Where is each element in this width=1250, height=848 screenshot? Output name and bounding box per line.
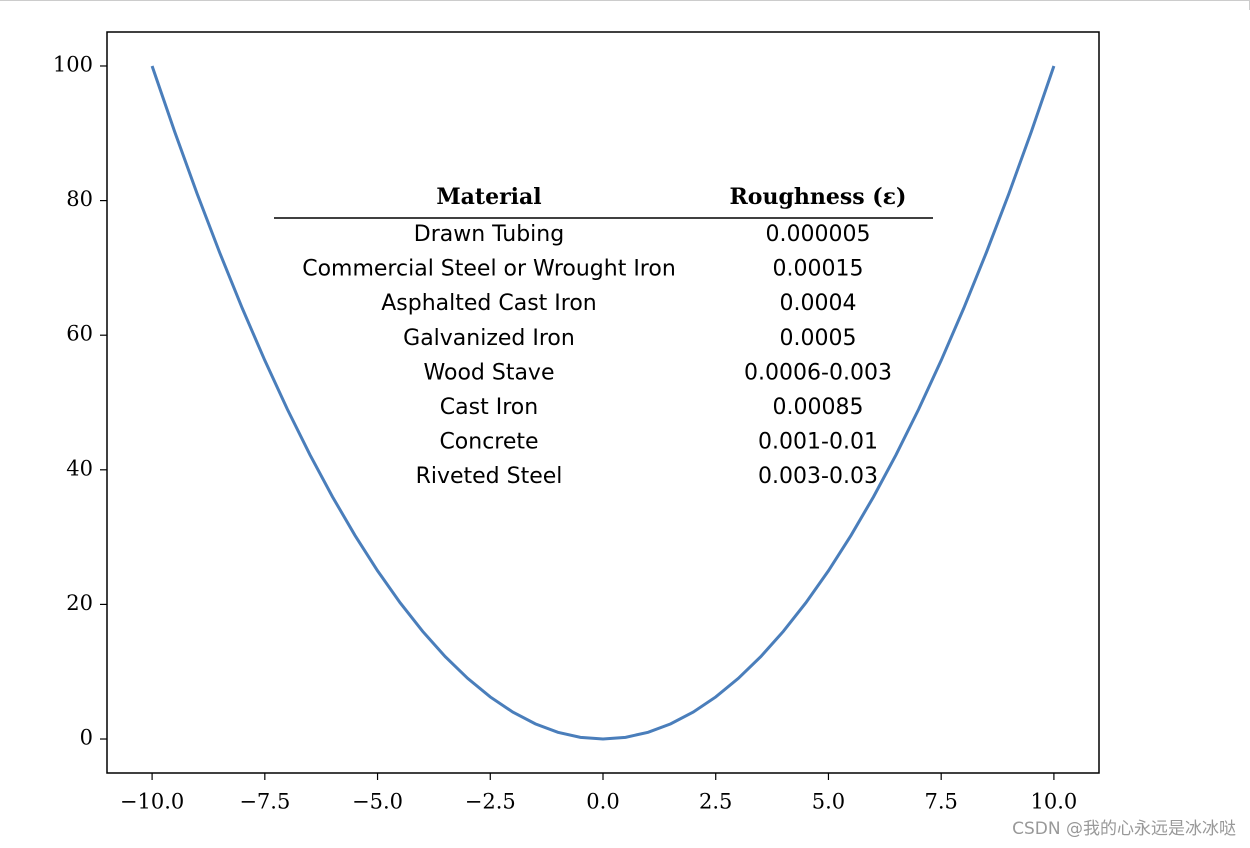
table-cell: 0.003-0.03 [758, 464, 878, 489]
y-tick-label: 0 [80, 726, 93, 750]
x-tick-label: −7.5 [239, 790, 290, 814]
table-cell: Asphalted Cast Iron [381, 291, 597, 316]
table-cell: 0.0004 [780, 291, 857, 316]
x-tick-label: 0.0 [586, 790, 619, 814]
table-cell: Commercial Steel or Wrought Iron [302, 257, 676, 282]
table-cell: Galvanized Iron [403, 326, 575, 351]
x-tick-label: −5.0 [352, 790, 403, 814]
y-tick-label: 100 [53, 52, 93, 76]
y-tick-label: 40 [66, 456, 93, 480]
table-header: Roughness (ε) [730, 184, 907, 210]
axes-frame [106, 31, 1100, 774]
x-tick-label: 2.5 [699, 790, 732, 814]
table-cell: Concrete [439, 430, 538, 455]
y-tick-label: 60 [66, 322, 93, 346]
table-cell: 0.00085 [773, 395, 864, 420]
table-cell: 0.0006-0.003 [744, 360, 892, 385]
x-tick-label: 10.0 [1031, 790, 1078, 814]
table-cell: 0.0005 [780, 326, 857, 351]
table-cell: 0.001-0.01 [758, 430, 878, 455]
x-tick-label: 7.5 [924, 790, 957, 814]
table-cell: Cast Iron [440, 395, 538, 420]
line-series [150, 65, 1056, 741]
x-tick-label: 5.0 [812, 790, 845, 814]
watermark: CSDN @我的心永远是冰冰哒 [1012, 819, 1236, 839]
table-header: Material [436, 184, 541, 210]
table-cell: 0.00015 [773, 257, 864, 282]
table-cell: Drawn Tubing [414, 222, 564, 247]
table-cell: 0.000005 [766, 222, 871, 247]
table-cell: Wood Stave [424, 360, 555, 385]
table-cell: Riveted Steel [416, 464, 563, 489]
x-tick-label: −2.5 [465, 790, 516, 814]
y-tick-label: 20 [66, 591, 93, 615]
y-tick-label: 80 [66, 187, 93, 211]
x-tick-label: −10.0 [120, 790, 184, 814]
